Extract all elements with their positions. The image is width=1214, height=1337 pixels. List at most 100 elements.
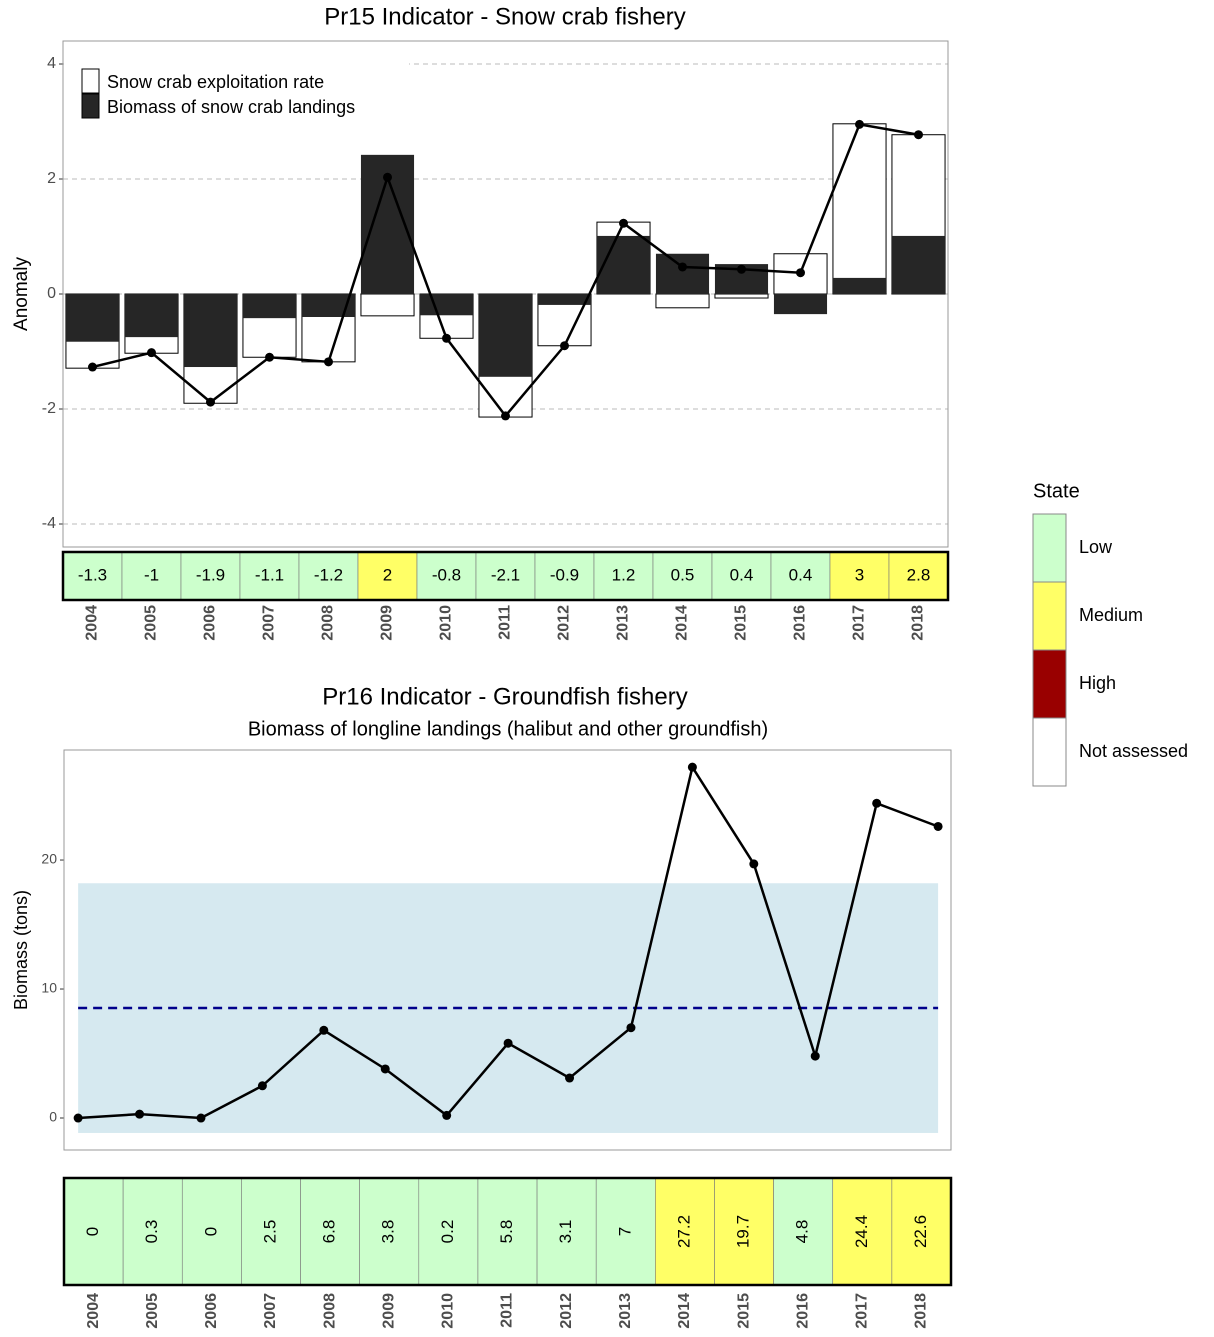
x-tick-label: 2011 (497, 605, 514, 640)
y-tick-label: 0 (49, 1109, 57, 1125)
state-value: 0.5 (671, 565, 695, 584)
x-tick-label: 2011 (499, 1293, 516, 1328)
state-cell (593, 551, 654, 601)
legend-key (81, 93, 100, 119)
x-tick-label: 2009 (379, 605, 396, 641)
data-point (687, 762, 697, 772)
index-point (265, 352, 274, 362)
state-value: 22.6 (911, 1215, 930, 1248)
state-value: 2 (383, 565, 392, 584)
bar (478, 294, 533, 377)
data-point (196, 1113, 206, 1123)
state-value: -0.8 (432, 565, 461, 584)
data-point (565, 1073, 575, 1083)
bar (773, 253, 828, 295)
index-point (678, 262, 687, 272)
data-point (503, 1038, 513, 1048)
x-tick-label: 2015 (733, 605, 750, 641)
y-axis-label: Biomass (tons) (11, 890, 31, 1010)
state-value: 5.8 (497, 1220, 516, 1244)
y-tick-label: -4 (42, 515, 56, 532)
state-value: 0 (83, 1227, 102, 1236)
legend-label: High (1079, 673, 1116, 693)
state-value: 3 (855, 565, 864, 584)
state-cell (652, 551, 713, 601)
bar (773, 294, 828, 315)
bar (655, 253, 710, 294)
y-tick-label: 20 (41, 851, 57, 867)
x-tick-label: 2007 (262, 1293, 279, 1329)
data-point (135, 1109, 145, 1119)
state-value: 19.7 (734, 1215, 753, 1248)
state-cell (62, 551, 123, 601)
state-value: -1.3 (78, 565, 107, 584)
state-cell (416, 551, 477, 601)
x-tick-label: 2004 (84, 605, 101, 641)
state-cell (122, 1177, 183, 1286)
legend-key (1032, 717, 1067, 787)
state-cell (891, 1177, 952, 1286)
state-cell (534, 551, 595, 601)
data-point (810, 1051, 820, 1061)
bar (183, 294, 238, 368)
state-cell (711, 551, 772, 601)
bar (65, 294, 120, 342)
state-value: 3.1 (556, 1220, 575, 1244)
state-cell (300, 1177, 360, 1286)
state-cell (239, 551, 300, 601)
strip-border (62, 1176, 953, 1287)
y-tick-label: 2 (47, 170, 56, 187)
x-tick-label: 2016 (794, 1293, 811, 1329)
state-cell (241, 1177, 301, 1286)
x-tick-label: 2017 (851, 605, 868, 641)
state-cell (180, 551, 241, 601)
x-tick-label: 2005 (144, 1293, 161, 1329)
index-point (619, 218, 628, 228)
state-value: 3.8 (379, 1220, 398, 1244)
data-point (749, 859, 759, 869)
legend-title: State (1033, 480, 1080, 502)
x-tick-label: 2013 (617, 1293, 634, 1329)
data-point (319, 1025, 329, 1035)
y-tick-label: 4 (47, 55, 56, 72)
bar (419, 294, 474, 316)
state-value: -1.9 (196, 565, 225, 584)
state-value: -2.1 (491, 565, 520, 584)
state-value: 0 (201, 1227, 220, 1236)
index-point (324, 357, 333, 367)
data-point (73, 1113, 83, 1123)
x-tick-label: 2018 (910, 605, 927, 641)
index-point (88, 362, 97, 372)
x-tick-label: 2004 (85, 1293, 102, 1329)
x-tick-label: 2014 (676, 1293, 693, 1329)
index-point (560, 341, 569, 351)
state-cell (181, 1177, 242, 1286)
chart-title: Pr16 Indicator - Groundfish fishery (322, 683, 688, 710)
legend-key (1032, 513, 1067, 583)
data-point (442, 1110, 452, 1120)
state-value: 2.5 (260, 1220, 279, 1244)
legend-label: Biomass of snow crab landings (107, 97, 355, 117)
state-value: 0.3 (142, 1220, 161, 1244)
y-tick-label: 0 (47, 285, 56, 302)
data-point (872, 798, 882, 808)
data-point (626, 1023, 636, 1033)
state-value: -1.1 (255, 565, 284, 584)
x-tick-label: 2017 (854, 1293, 871, 1329)
strip-border (61, 550, 950, 602)
legend-key (1032, 581, 1067, 651)
index-point (383, 172, 392, 182)
bar (596, 235, 651, 294)
plot-border (62, 40, 949, 548)
x-tick-label: 2012 (558, 1293, 575, 1329)
x-tick-label: 2018 (913, 1293, 930, 1329)
x-tick-label: 2005 (143, 605, 160, 641)
x-tick-label: 2009 (380, 1293, 397, 1329)
state-cell (655, 1177, 715, 1286)
bar (891, 235, 946, 294)
bar (301, 294, 356, 317)
x-tick-label: 2008 (320, 605, 337, 641)
state-value: -1.2 (314, 565, 343, 584)
x-tick-label: 2010 (440, 1293, 457, 1329)
